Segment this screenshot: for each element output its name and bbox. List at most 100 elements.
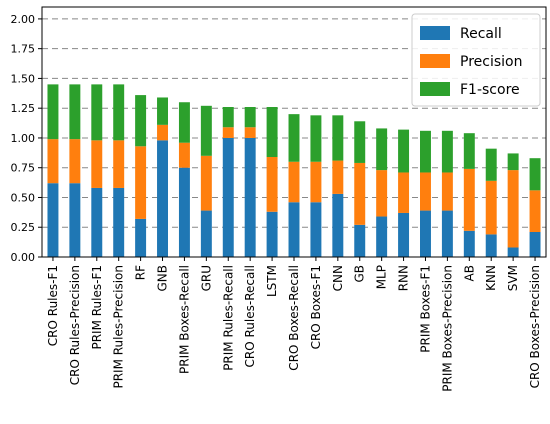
bar-recall [441,210,453,257]
bar-f1-score [398,129,410,173]
bar-recall [288,202,300,257]
bar-precision [441,172,453,211]
bar-recall [91,187,103,257]
x-tick-label: PRIM Boxes-Recall [177,265,191,374]
bar-f1-score [47,84,59,140]
x-tick-label: PRIM Rules-F1 [90,265,104,350]
y-tick-label: 0.75 [11,162,36,175]
x-tick-label: KNN [484,265,498,291]
bar-recall [244,137,256,257]
x-tick-label: CNN [331,265,345,291]
bar-precision [354,162,366,225]
bar-precision [157,124,168,141]
legend-label: Recall [460,26,502,42]
y-tick-label: 1.75 [11,43,36,56]
x-tick-label: CRO Boxes-F1 [309,265,323,349]
bar-recall [398,212,410,257]
bar-precision [91,140,103,188]
y-tick-label: 0.25 [11,221,36,234]
bar-precision [398,172,410,213]
bar-f1-score [91,84,103,141]
bar-recall [485,234,497,257]
x-tick-label: CRO Rules-Recall [243,265,257,367]
bar-recall [47,183,59,257]
bar-recall [529,232,541,257]
bar-recall [69,183,81,257]
bar-f1-score [200,105,212,156]
bar-precision [244,127,256,138]
y-tick-label: 1.25 [11,102,36,115]
x-tick-label: CRO Boxes-Precision [528,265,542,388]
bar-recall [354,224,366,257]
bar-f1-score [266,107,278,157]
bar-f1-score [157,97,168,125]
bar-precision [288,161,300,203]
x-tick-label: MLP [375,265,389,289]
legend-label: F1-score [460,82,520,98]
x-tick-label: GNB [156,265,170,292]
x-tick-label: RNN [397,265,411,291]
bar-f1-score [420,130,431,173]
x-tick-label: CRO Boxes-Recall [287,265,301,371]
y-tick-label: 1.00 [11,132,36,145]
bar-recall [178,167,190,257]
y-tick-label: 1.50 [11,72,36,85]
bar-f1-score [354,121,366,163]
bar-f1-score [222,107,234,128]
bar-precision [113,140,125,188]
legend-label: Precision [460,54,522,70]
bar-precision [310,161,322,203]
x-tick-label: GRU [199,265,213,291]
bar-precision [178,142,190,168]
bar-precision [463,168,475,231]
bar-f1-score [178,102,190,143]
bar-recall [507,247,519,257]
x-tick-label: GB [353,265,367,283]
bar-f1-score [463,133,475,169]
bar-precision [47,139,59,184]
bar-recall [157,140,168,257]
x-tick-label: AB [462,265,476,281]
x-tick-label: PRIM Boxes-Precision [440,265,454,392]
bar-precision [69,139,81,184]
bar-f1-score [135,95,147,147]
bar-f1-score [529,158,541,191]
bar-recall [113,187,125,257]
bar-precision [200,155,212,211]
bar-f1-score [113,84,125,141]
y-tick-label: 0.00 [11,251,36,264]
bar-precision [420,172,431,211]
bar-precision [529,190,541,232]
bar-f1-score [376,128,388,171]
x-tick-label: PRIM Rules-Recall [221,265,235,371]
bar-precision [222,127,234,138]
bar-f1-score [310,115,322,162]
bar-precision [332,160,344,194]
bar-precision [507,170,519,248]
legend-swatch [420,82,450,96]
y-tick-label: 0.50 [11,191,36,204]
bar-recall [376,216,388,257]
bar-recall [463,230,475,257]
bar-f1-score [485,148,497,181]
x-tick-label: CRO Rules-F1 [46,265,60,346]
x-tick-label: RF [134,265,148,280]
plot-frame [41,6,547,258]
bar-recall [310,202,322,257]
legend: Recall Precision F1-score [411,13,541,107]
x-tick-label: PRIM Rules-Precision [112,265,126,389]
bar-f1-score [69,84,81,140]
legend-swatch [420,26,450,40]
bar-f1-score [332,115,344,161]
x-tick-label: CRO Rules-Precision [68,265,82,385]
legend-swatch [420,54,450,68]
bar-f1-score [441,130,453,173]
bar-recall [135,218,147,257]
bar-precision [135,146,147,219]
bar-precision [376,170,388,217]
axis-layer: 0.00 0.25 0.50 0.75 1.00 1.25 1.50 1.75 2.00 CRO … [11,6,547,392]
bar-f1-score [244,107,256,128]
bar-precision [266,157,278,212]
